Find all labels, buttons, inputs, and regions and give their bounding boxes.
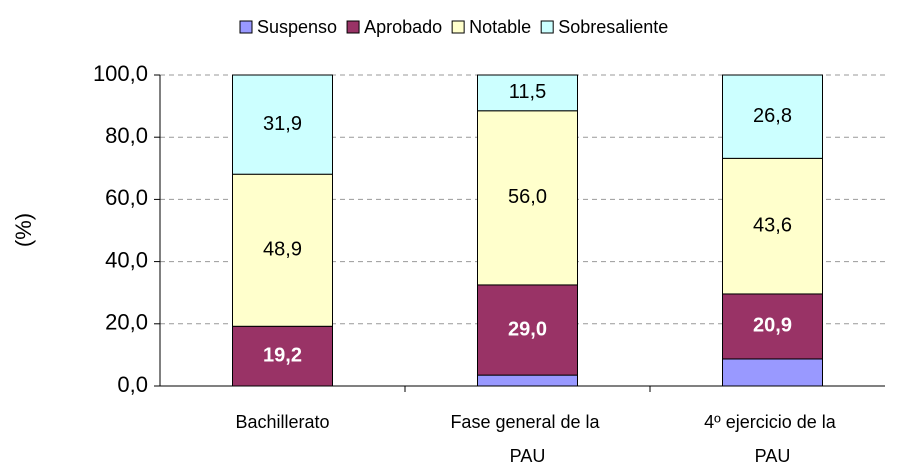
legend-swatch: [540, 20, 554, 34]
legend-swatch: [239, 20, 253, 34]
bar-segment: [722, 293, 823, 360]
legend-swatch: [346, 20, 360, 34]
y-axis-label: (%): [11, 213, 36, 247]
legend-swatch: [451, 20, 465, 34]
legend-label: Sobresaliente: [558, 17, 668, 37]
bar-segment: [722, 358, 823, 387]
data-label: 11,5: [509, 81, 546, 103]
data-label: 48,9: [263, 239, 302, 261]
data-label: 43,6: [753, 214, 792, 236]
y-tick-label: 100,0: [93, 61, 148, 86]
data-label: 19,2: [263, 344, 302, 366]
bar-segment: [232, 173, 333, 327]
bar-segment: [477, 110, 578, 286]
data-label: 26,8: [753, 105, 792, 127]
bar-segment: [232, 74, 333, 175]
y-tick-label: 60,0: [105, 185, 148, 210]
legend-label: Suspenso: [257, 17, 337, 37]
y-tick-label: 40,0: [105, 247, 148, 272]
legend-label: Notable: [469, 17, 531, 37]
bar-segment: [232, 325, 333, 387]
x-tick-label: Fase general de la PAU: [450, 412, 604, 466]
data-label: 29,0: [508, 318, 547, 340]
data-label: 20,9: [753, 315, 792, 337]
x-tick-label: 4º ejercicio de la PAU: [704, 412, 841, 466]
y-tick-label: 80,0: [105, 123, 148, 148]
bar-segment: [477, 374, 578, 387]
y-tick-label: 20,0: [105, 310, 148, 335]
legend-label: Aprobado: [364, 17, 442, 37]
bar-segment: [477, 74, 578, 112]
bar-segment: [477, 284, 578, 376]
data-label: 56,0: [508, 186, 547, 208]
data-label: 31,9: [263, 113, 302, 135]
y-tick-label: 0,0: [117, 372, 148, 397]
bar-segment: [722, 74, 823, 159]
bar-segment: [722, 157, 823, 295]
x-tick-label: Bachillerato: [235, 412, 329, 432]
